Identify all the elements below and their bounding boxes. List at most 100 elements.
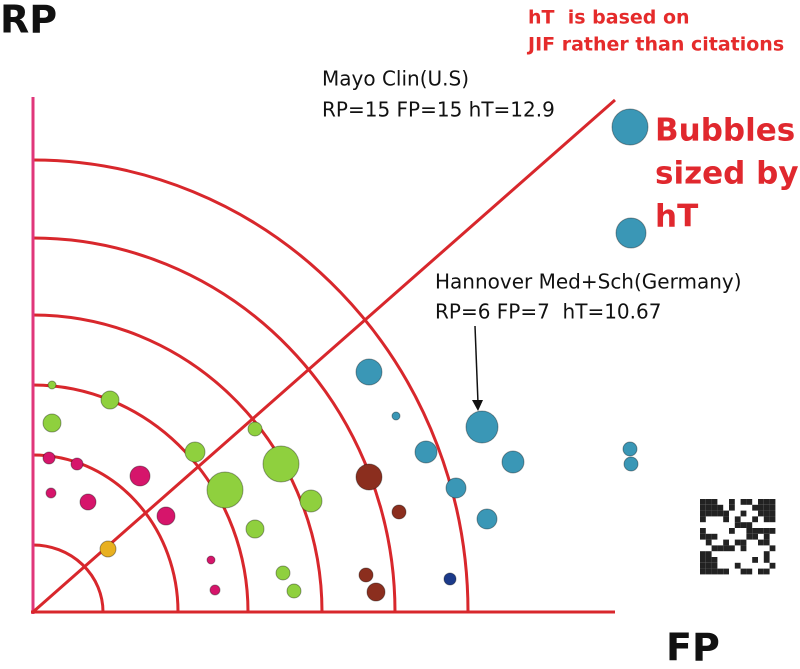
qr-cell	[705, 504, 712, 511]
qr-cell	[729, 528, 735, 534]
qr-cell	[763, 516, 770, 523]
callout-stats: RP=15 FP=15 hT=12.9	[322, 98, 555, 122]
bubble	[414, 440, 438, 464]
qr-cell	[752, 528, 758, 534]
bubble	[247, 421, 263, 437]
bubble	[391, 504, 407, 520]
qr-cell	[769, 499, 776, 505]
qr-cell	[723, 516, 729, 523]
bubble	[611, 108, 649, 146]
qr-cell	[763, 533, 770, 540]
qr-cell	[758, 568, 764, 575]
qr-cell	[729, 545, 735, 552]
bubble	[129, 465, 151, 487]
qr-cell	[740, 510, 747, 517]
qr-cell	[763, 539, 770, 546]
bubble	[100, 390, 120, 410]
bubble	[465, 410, 499, 444]
qr-cell	[763, 510, 770, 517]
qr-cell	[711, 562, 718, 569]
qr-cell	[746, 499, 753, 505]
arrow	[474, 325, 479, 404]
qr-cell	[746, 522, 753, 528]
bubble	[445, 477, 467, 499]
qr-cell	[752, 533, 758, 540]
zone-arc	[32, 383, 250, 613]
qr-cell	[700, 551, 706, 557]
bubble	[209, 584, 221, 596]
qr-cell	[763, 499, 770, 505]
qr-cell	[752, 504, 758, 511]
qr-cell	[700, 568, 706, 575]
qr-cell	[711, 533, 718, 540]
qr-cell	[705, 539, 712, 546]
qr-cell	[717, 545, 724, 552]
bubble	[286, 583, 302, 599]
qr-cell	[769, 545, 776, 552]
qr-cell	[763, 551, 770, 557]
qr-cell	[758, 504, 764, 511]
qr-cell	[717, 510, 724, 517]
qr-cell	[734, 562, 741, 569]
qr-cell	[746, 568, 753, 575]
bubble	[70, 457, 84, 471]
qr-cell	[705, 499, 712, 505]
qr-cell	[746, 528, 753, 534]
callout-name: Mayo Clin(U.S)	[322, 67, 469, 91]
bubble	[615, 217, 647, 249]
bubble	[42, 413, 62, 433]
bubble	[99, 540, 117, 558]
qr-cell	[705, 551, 712, 557]
bubble	[262, 445, 300, 483]
diagonal	[32, 98, 616, 614]
size-note: Bubbles	[655, 113, 795, 149]
bubble	[206, 471, 244, 509]
bubble	[275, 565, 291, 581]
bubble	[501, 450, 525, 474]
qr-cell	[723, 568, 729, 575]
bubble	[366, 582, 386, 602]
qr-cell	[746, 533, 753, 540]
qr-cell	[769, 562, 776, 569]
qr-cell	[711, 504, 718, 511]
note-line: JIF rather than citations	[526, 34, 784, 56]
x-axis-title: FP	[666, 626, 720, 669]
qr-cell	[705, 510, 712, 517]
qr-cell	[740, 539, 747, 546]
bubble	[355, 463, 383, 491]
bubble	[45, 487, 57, 499]
qr-cell	[729, 504, 735, 511]
qr-cell	[769, 528, 776, 534]
qr-cell	[700, 516, 706, 523]
bubbles	[42, 108, 649, 602]
bubble	[358, 567, 374, 583]
note-line: hT is based on	[528, 7, 690, 29]
qr-cell	[723, 545, 729, 552]
y-axis-title: RP	[0, 0, 57, 42]
callout-name: Hannover Med+Sch(Germany)	[435, 270, 742, 294]
qr-cell	[717, 568, 724, 575]
zone-arc	[32, 236, 397, 613]
qr-cell	[740, 568, 747, 575]
bubble	[622, 441, 638, 457]
qr-cell	[705, 533, 712, 540]
qr-cell	[711, 510, 718, 517]
qr-cell	[717, 504, 724, 511]
qr-cell	[705, 568, 712, 575]
qr-cell	[769, 504, 776, 511]
qr-cell	[740, 499, 747, 505]
qr-cell	[723, 539, 729, 546]
qr-cell	[711, 545, 718, 552]
bubble	[355, 358, 383, 386]
qr-cell	[763, 568, 770, 575]
qr-cell	[700, 499, 706, 505]
qr-cell	[711, 557, 718, 563]
zone-arc	[32, 543, 105, 613]
qr-cell	[752, 557, 758, 563]
zone-arc	[32, 158, 470, 613]
size-note: hT	[655, 199, 698, 235]
bubble	[47, 380, 57, 390]
bubble	[443, 572, 457, 586]
qr-cell	[769, 516, 776, 523]
